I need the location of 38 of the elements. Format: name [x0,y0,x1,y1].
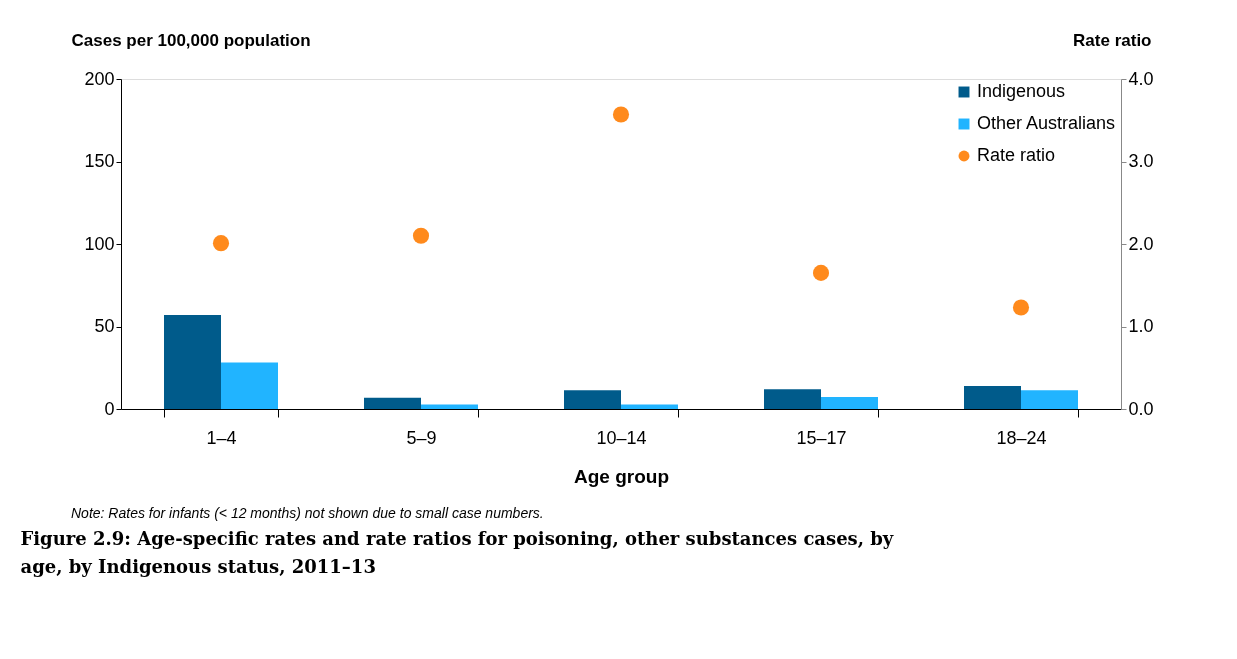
bar [764,389,821,409]
point [412,227,430,244]
x-tick-label: 1–4 [206,427,237,448]
point [812,264,830,281]
x-axis-title: Age group [574,465,669,487]
bar [821,396,878,409]
x-tick-label: 15–17 [796,427,847,448]
y-tick-label: 0 [104,398,115,419]
y-tick-label: 150 [84,151,115,171]
y2-tick-label: 4.0 [1128,68,1154,89]
bar [421,404,478,409]
point [612,106,630,123]
x-tick-label: 10–14 [596,427,647,448]
bar [164,314,221,409]
y-tick-label: 100 [84,233,115,254]
y2-tick-label: 1.0 [1128,316,1154,336]
text: Note: Rates for infants (< 12 months) not shown due to small case numbers. [71,505,544,521]
legend-label: Other Australians [977,113,1116,133]
bar [964,385,1021,409]
legend-label: Indigenous [977,81,1066,101]
bar [564,390,621,409]
legend-label: Rate ratio [977,145,1056,165]
bar [621,404,678,409]
y-axis-title: Cases per 100,000 population [71,30,311,50]
y-tick-label: 200 [84,68,115,89]
y2-tick-label: 0.0 [1128,398,1154,419]
point [1012,299,1030,316]
x-tick-label: 18–24 [996,427,1047,448]
bar [221,362,278,409]
y2-tick-label: 2.0 [1128,233,1154,254]
y2-tick-label: 3.0 [1128,151,1154,171]
y-tick-label: 50 [94,316,115,336]
x-tick-label: 5–9 [406,427,437,448]
text: Figure 2.9: Age-specific rates and rate ratios for poisoning, other substances cases, by age, by Indigenous status, 2011–13 [20,528,894,577]
y2-axis-title: Rate ratio [1073,30,1152,50]
point [212,235,230,252]
bar [1021,390,1078,409]
bar [364,397,421,409]
